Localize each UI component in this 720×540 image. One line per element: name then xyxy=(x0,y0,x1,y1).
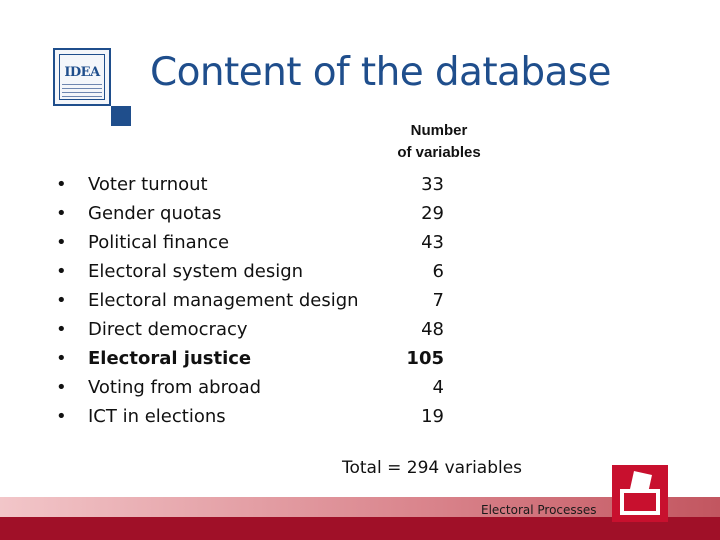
item-label: Direct democracy xyxy=(88,319,248,340)
item-count: 19 xyxy=(421,406,444,427)
logo-accent-square xyxy=(111,106,131,126)
list-item: • Electoral management design 7 xyxy=(0,286,720,315)
list-item: • Gender quotas 29 xyxy=(0,199,720,228)
item-count: 4 xyxy=(432,377,444,398)
bullet: • xyxy=(56,232,67,253)
logo-line xyxy=(62,84,102,85)
item-label: Electoral justice xyxy=(88,348,252,369)
logo-line xyxy=(62,92,102,93)
item-count: 29 xyxy=(421,203,444,224)
logo-line xyxy=(62,96,102,97)
footer-label: Electoral Processes xyxy=(481,503,597,517)
item-count: 33 xyxy=(421,174,444,195)
total-variables: Total = 294 variables xyxy=(342,458,523,478)
item-count: 6 xyxy=(432,261,444,282)
column-header-line2: of variables xyxy=(397,144,481,161)
list-item: • Political finance 43 xyxy=(0,228,720,257)
column-header-line1: Number xyxy=(410,122,468,139)
ballot-box-graphic xyxy=(620,471,660,515)
item-label: Electoral system design xyxy=(88,261,304,282)
bullet: • xyxy=(56,348,67,369)
bullet: • xyxy=(56,174,67,195)
item-label: ICT in elections xyxy=(88,406,226,427)
variables-list: • Voter turnout 33 • Gender quotas 29 • … xyxy=(0,170,720,431)
list-item: • Voting from abroad 4 xyxy=(0,373,720,402)
column-header: Number of variables xyxy=(380,120,498,164)
item-label: Electoral management design xyxy=(88,290,359,311)
list-item: • Voter turnout 33 xyxy=(0,170,720,199)
item-count: 48 xyxy=(421,319,444,340)
bullet: • xyxy=(56,406,67,427)
ballot-box-icon xyxy=(612,465,668,522)
item-label: Gender quotas xyxy=(88,203,222,224)
item-count: 7 xyxy=(432,290,444,311)
idea-logo: IDEA xyxy=(53,48,111,106)
list-item: • Electoral system design 6 xyxy=(0,257,720,286)
bullet: • xyxy=(56,377,67,398)
item-label: Voting from abroad xyxy=(88,377,262,398)
item-count: 105 xyxy=(406,348,444,369)
item-count: 43 xyxy=(421,232,444,253)
item-label: Political finance xyxy=(88,232,230,253)
slide-title: Content of the database xyxy=(150,50,612,95)
logo-frame xyxy=(59,54,105,100)
footer-accent-band xyxy=(0,517,720,540)
item-label: Voter turnout xyxy=(88,174,208,195)
list-item: • ICT in elections 19 xyxy=(0,402,720,431)
logo-line xyxy=(62,88,102,89)
list-item-highlighted: • Electoral justice 105 xyxy=(0,344,720,373)
bullet: • xyxy=(56,290,67,311)
footer-gradient-band xyxy=(0,497,720,517)
bullet: • xyxy=(56,203,67,224)
logo-wordmark: IDEA xyxy=(64,65,100,80)
bullet: • xyxy=(56,319,67,340)
list-item: • Direct democracy 48 xyxy=(0,315,720,344)
bullet: • xyxy=(56,261,67,282)
